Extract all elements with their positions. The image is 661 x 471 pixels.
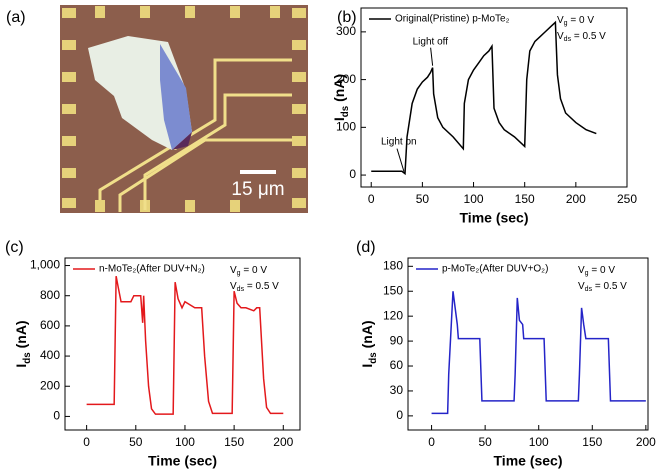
plot-frame: [64, 257, 301, 431]
x-axis-label: Time (sec): [460, 210, 529, 226]
y-axis-label-part: ds: [368, 352, 379, 364]
condition-note: Vds = 0.5 V: [230, 281, 279, 294]
y-axis-label-part: I: [359, 364, 375, 368]
x-tick-label: 100: [175, 435, 195, 449]
y-axis-label-part: (nA): [13, 320, 29, 352]
condition-note: Vg = 0 V: [578, 265, 615, 278]
legend-label: Original(Pristine) p-MoTe₂: [395, 14, 510, 25]
condition-note-part: = 0 V: [241, 265, 268, 276]
y-axis-label-part: ds: [22, 352, 33, 364]
y-tick-label: 0: [349, 167, 356, 181]
data-line: [86, 275, 284, 415]
x-tick-label: 200: [566, 192, 586, 206]
y-tick-label: 180: [383, 258, 403, 272]
y-tick-label: 0: [53, 409, 60, 423]
y-axis-label-part: (nA): [331, 74, 347, 106]
y-tick-label: 90: [390, 333, 404, 347]
condition-note-part: ds: [237, 286, 245, 293]
y-tick-label: 150: [383, 283, 403, 297]
condition-note-part: g: [237, 270, 241, 277]
x-tick-label: 0: [83, 435, 90, 449]
y-tick-label: 300: [336, 24, 356, 38]
y-axis-label-part: ds: [340, 105, 351, 117]
x-tick-label: 100: [464, 192, 484, 206]
condition-note-part: = 0 V: [568, 15, 595, 26]
y-tick-label: 60: [390, 358, 404, 372]
condition-note-part: V: [557, 31, 564, 42]
plot-frame: [360, 7, 628, 188]
x-tick-label: 50: [129, 435, 143, 449]
x-tick-label: 150: [515, 192, 535, 206]
condition-note: Vds = 0.5 V: [557, 31, 606, 44]
y-axis-label-part: I: [331, 117, 347, 121]
y-axis-label-part: (nA): [359, 320, 375, 352]
panel-label: (d): [356, 239, 376, 256]
x-tick-label: 150: [224, 435, 244, 449]
annotation: Light on: [381, 136, 417, 147]
panel-label: (b): [337, 9, 357, 26]
y-tick-label: 200: [40, 378, 60, 392]
condition-note-part: g: [564, 20, 568, 27]
data-line: [371, 20, 597, 176]
condition-note: Vg = 0 V: [557, 15, 594, 28]
annotation-arrow: [396, 148, 405, 172]
x-tick-label: 200: [636, 435, 656, 449]
y-axis-label: Ids (nA): [331, 74, 351, 121]
condition-note-part: V: [230, 265, 237, 276]
y-tick-label: 600: [40, 318, 60, 332]
panel-label: (c): [5, 239, 24, 256]
condition-note-part: ds: [564, 36, 572, 43]
y-tick-label: 800: [40, 288, 60, 302]
y-tick-label: 0: [396, 408, 403, 422]
plot-frame: [407, 257, 649, 431]
y-tick-label: 200: [336, 72, 356, 86]
condition-note-part: V: [557, 15, 564, 26]
x-tick-label: 0: [428, 435, 435, 449]
condition-note-part: ds: [585, 286, 593, 293]
scale-bar-label: 15 μm: [231, 179, 284, 200]
x-tick-label: 50: [478, 435, 492, 449]
x-tick-label: 150: [582, 435, 602, 449]
condition-note-part: = 0.5 V: [592, 281, 627, 292]
micrograph: [60, 5, 308, 213]
x-tick-label: 50: [416, 192, 430, 206]
annotation-arrow: [430, 47, 434, 66]
data-line: [431, 291, 646, 415]
condition-note-part: V: [230, 281, 237, 292]
x-tick-label: 100: [529, 435, 549, 449]
condition-note-part: V: [578, 281, 585, 292]
legend-label: p-MoTe₂(After DUV+O₂): [442, 264, 548, 275]
condition-note-part: g: [585, 270, 589, 277]
condition-note-part: = 0.5 V: [244, 281, 279, 292]
y-axis-label: Ids (nA): [13, 320, 33, 367]
y-axis-label-part: I: [13, 364, 29, 368]
y-tick-label: 30: [390, 383, 404, 397]
condition-note: Vds = 0.5 V: [578, 281, 627, 294]
x-tick-label: 200: [273, 435, 293, 449]
panel-label: (a): [6, 9, 26, 26]
condition-note-part: = 0 V: [589, 265, 616, 276]
x-axis-label: Time (sec): [148, 453, 217, 469]
y-tick-label: 100: [336, 120, 356, 134]
condition-note-part: = 0.5 V: [571, 31, 606, 42]
y-tick-label: 1,000: [30, 258, 60, 272]
legend-label: n-MoTe₂(After DUV+N₂): [99, 264, 205, 275]
x-axis-label: Time (sec): [494, 453, 563, 469]
annotation: Light off: [413, 36, 449, 47]
y-tick-label: 120: [383, 308, 403, 322]
condition-note: Vg = 0 V: [230, 265, 267, 278]
y-axis-label: Ids (nA): [359, 320, 379, 367]
condition-note-part: V: [578, 265, 585, 276]
y-tick-label: 400: [40, 348, 60, 362]
x-tick-label: 250: [617, 192, 637, 206]
x-tick-label: 0: [368, 192, 375, 206]
